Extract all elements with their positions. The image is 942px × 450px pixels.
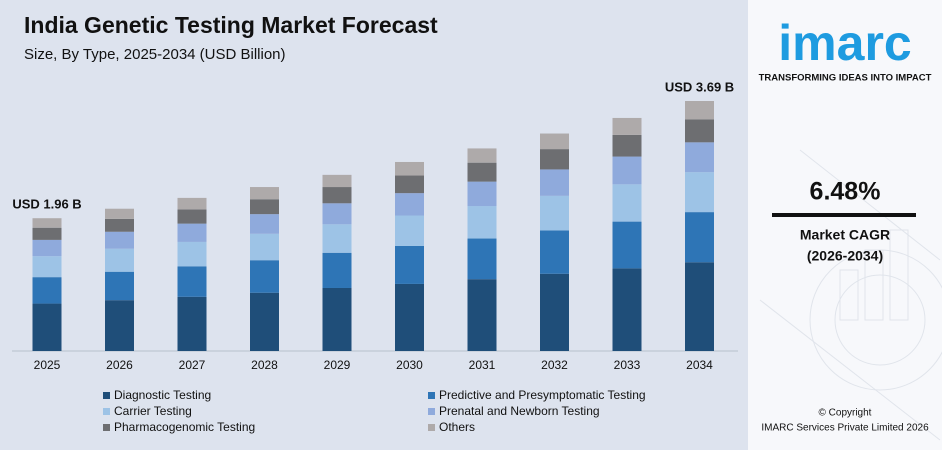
bar-segment — [32, 239, 62, 257]
bar-segment — [467, 238, 497, 280]
bar-segment — [32, 227, 62, 240]
bar-segment — [32, 218, 62, 228]
bar-segment — [467, 162, 497, 182]
bar-segment — [177, 296, 207, 351]
legend-swatch — [428, 424, 435, 431]
bar-segment — [32, 303, 62, 351]
cagr-period: (2026-2034) — [807, 248, 883, 264]
cagr-value: 6.48% — [810, 178, 881, 206]
bar-segment — [105, 231, 134, 249]
sidebar-decoration — [759, 149, 942, 441]
legend-swatch — [428, 392, 435, 399]
bar-segment — [540, 133, 569, 150]
bar-segment — [612, 117, 642, 135]
bar-segment — [612, 134, 642, 157]
bar-segment — [467, 279, 497, 351]
bar-segment — [322, 287, 352, 351]
bar-segment — [177, 209, 207, 224]
bar-segment — [250, 292, 279, 351]
bar-segment — [105, 271, 134, 301]
bar-segment — [395, 175, 424, 194]
legend-label: Carrier Testing — [114, 404, 192, 418]
bar-segment — [177, 223, 207, 242]
bar-segment — [105, 248, 134, 272]
bar-segment — [540, 273, 569, 351]
bar-segment — [685, 172, 714, 213]
bar-segment — [177, 197, 207, 210]
x-tick-label: 2029 — [324, 358, 351, 372]
company: IMARC Services Private Limited 2026 — [761, 423, 929, 434]
bar-segment — [395, 161, 424, 176]
x-tick-label: 2027 — [179, 358, 206, 372]
bar-segment — [685, 262, 714, 351]
legend-label: Diagnostic Testing — [114, 388, 211, 402]
bar-segment — [685, 142, 714, 173]
bar-segment — [395, 245, 424, 284]
bar-segment — [540, 169, 569, 196]
x-tick-label: 2025 — [34, 358, 61, 372]
bar-segment — [685, 101, 714, 120]
copyright: © Copyright — [819, 408, 872, 419]
bar-segment — [395, 193, 424, 216]
legend-label: Predictive and Presymptomatic Testing — [439, 388, 646, 402]
bar-segment — [322, 252, 352, 288]
bar-segment — [685, 212, 714, 263]
legend-swatch — [103, 392, 110, 399]
bar-segment — [612, 221, 642, 269]
legend-label: Pharmacogenomic Testing — [114, 420, 255, 434]
chart-subtitle: Size, By Type, 2025-2034 (USD Billion) — [24, 46, 286, 63]
sidebar-background — [748, 0, 942, 450]
x-tick-label: 2030 — [396, 358, 423, 372]
bar-segment — [32, 277, 62, 304]
bar-segment — [177, 266, 207, 297]
legend-swatch — [428, 408, 435, 415]
x-tick-label: 2031 — [469, 358, 496, 372]
bar-segment — [322, 174, 352, 188]
x-tick-label: 2028 — [251, 358, 278, 372]
x-tick-label: 2032 — [541, 358, 568, 372]
bar-segment — [540, 230, 569, 274]
bar-segment — [322, 187, 352, 204]
bar-segment — [322, 224, 352, 253]
bar-segment — [395, 215, 424, 246]
bar-segment — [612, 184, 642, 222]
bar-segment — [540, 149, 569, 170]
legend-swatch — [103, 424, 110, 431]
bar-segment — [250, 199, 279, 215]
bar-segment — [467, 181, 497, 207]
bar-segment — [105, 218, 134, 232]
bar-segment — [105, 208, 134, 219]
x-tick-label: 2033 — [614, 358, 641, 372]
bar-segment — [105, 300, 134, 351]
legend-label: Prenatal and Newborn Testing — [439, 404, 600, 418]
total-annotation: USD 3.69 B — [665, 79, 734, 94]
bar-segment — [612, 156, 642, 185]
cagr-divider — [772, 213, 916, 217]
chart-title: India Genetic Testing Market Forecast — [24, 12, 438, 38]
bar-segment — [467, 206, 497, 239]
bar-segment — [250, 214, 279, 234]
bar-segment — [612, 268, 642, 351]
legend-label: Others — [439, 420, 475, 434]
cagr-label: Market CAGR — [800, 227, 890, 243]
logo: imarc — [778, 15, 911, 71]
bar-segment — [685, 119, 714, 143]
bar-segment — [395, 283, 424, 351]
x-tick-label: 2026 — [106, 358, 133, 372]
x-tick-label: 2034 — [686, 358, 713, 372]
bar-segment — [32, 256, 62, 278]
bar-segment — [250, 187, 279, 200]
legend-swatch — [103, 408, 110, 415]
bar-segment — [177, 241, 207, 267]
bar-segment — [467, 148, 497, 163]
bar-segment — [250, 260, 279, 293]
bar-segment — [540, 195, 569, 231]
bar-segment — [250, 233, 279, 261]
total-annotation: USD 1.96 B — [12, 197, 81, 212]
bar-segment — [322, 203, 352, 225]
tagline: TRANSFORMING IDEAS INTO IMPACT — [759, 73, 932, 84]
